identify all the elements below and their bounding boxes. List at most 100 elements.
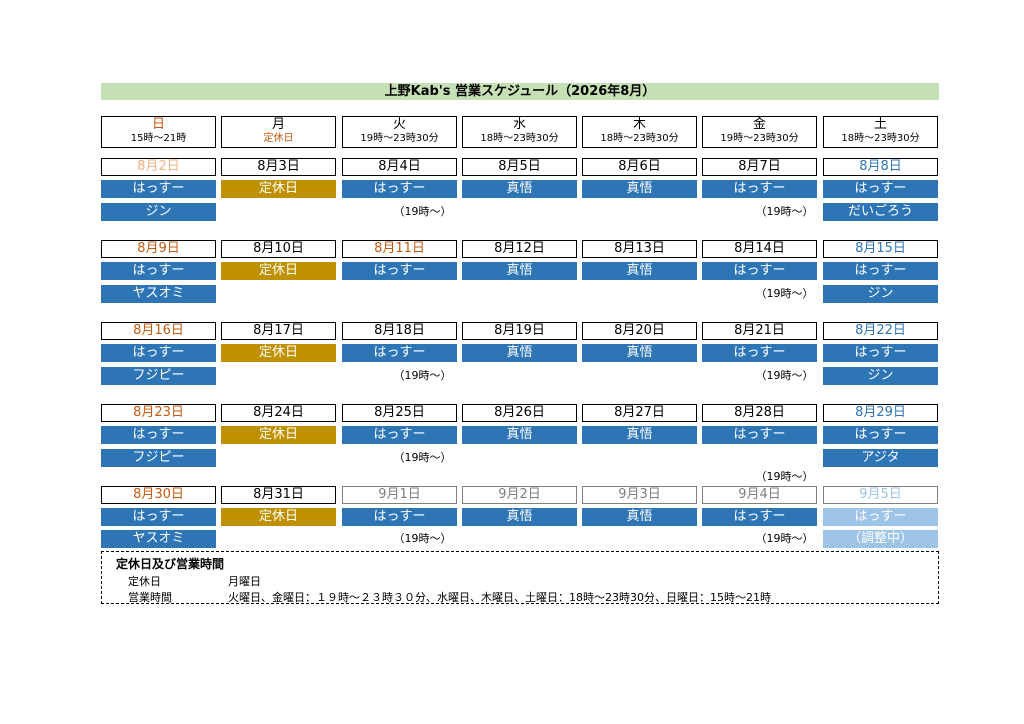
header-hours: 定休日 (263, 133, 294, 144)
date-cell: 8月31日 (221, 486, 336, 504)
sub-staff-cell: フジピー (101, 367, 216, 385)
closed-cell: 定休日 (221, 262, 336, 280)
header-saturday: 土 18時〜23時30分 (823, 116, 938, 148)
staff-cell: はっすー (823, 262, 938, 280)
staff-cell: 真悟 (462, 180, 577, 198)
staff-cell: はっすー (823, 180, 938, 198)
date-cell: 8月10日 (221, 240, 336, 258)
sub-staff-cell: アジタ (823, 449, 938, 467)
date-cell: 8月13日 (582, 240, 697, 258)
staff-cell: 真悟 (462, 508, 577, 526)
date-cell: 8月9日 (101, 240, 216, 258)
sub-staff-cell: ジン (823, 367, 938, 385)
start-time-note: （19時〜） (755, 287, 814, 300)
staff-cell: 真悟 (582, 180, 697, 198)
header-wednesday: 水 18時〜23時30分 (462, 116, 577, 148)
date-cell: 8月28日 (702, 404, 817, 422)
start-time-note: （19時〜） (393, 369, 452, 382)
staff-cell: はっすー (702, 180, 817, 198)
header-hours: 19時〜23時30分 (720, 133, 799, 144)
staff-cell: はっすー (823, 426, 938, 444)
header-thursday: 木 18時〜23時30分 (582, 116, 697, 148)
header-hours: 18時〜23時30分 (841, 133, 920, 144)
closed-label: 定休日 (128, 575, 161, 588)
closed-cell: 定休日 (221, 426, 336, 444)
date-cell: 8月3日 (221, 158, 336, 176)
date-cell: 8月12日 (462, 240, 577, 258)
staff-cell: はっすー (342, 180, 457, 198)
staff-cell: はっすー (101, 426, 216, 444)
date-cell: 8月16日 (101, 322, 216, 340)
date-cell: 8月24日 (221, 404, 336, 422)
date-cell: 8月25日 (342, 404, 457, 422)
closed-cell: 定休日 (221, 508, 336, 526)
header-sunday: 日 15時〜21時 (101, 116, 216, 148)
staff-cell: はっすー (101, 344, 216, 362)
header-hours: 19時〜23時30分 (360, 133, 439, 144)
date-cell: 8月23日 (101, 404, 216, 422)
date-cell: 8月11日 (342, 240, 457, 258)
date-cell: 8月19日 (462, 322, 577, 340)
date-cell: 8月29日 (823, 404, 938, 422)
staff-cell: はっすー (101, 262, 216, 280)
date-cell: 9月3日 (582, 486, 697, 504)
closed-cell: 定休日 (221, 344, 336, 362)
date-cell: 8月22日 (823, 322, 938, 340)
header-friday: 金 19時〜23時30分 (702, 116, 817, 148)
sub-staff-cell: ヤスオミ (101, 285, 216, 303)
closed-cell: 定休日 (221, 180, 336, 198)
date-cell: 8月7日 (702, 158, 817, 176)
staff-cell: 真悟 (462, 426, 577, 444)
page-title: 上野Kab's 営業スケジュール（2026年8月） (101, 83, 939, 100)
staff-cell: 真悟 (462, 262, 577, 280)
sub-staff-cell: だいごろう (823, 203, 938, 221)
date-cell: 8月17日 (221, 322, 336, 340)
date-cell: 8月26日 (462, 404, 577, 422)
start-time-note: （19時〜） (755, 369, 814, 382)
date-cell: 8月14日 (702, 240, 817, 258)
date-cell: 8月27日 (582, 404, 697, 422)
staff-cell: はっすー (823, 508, 938, 526)
header-day: 金 (752, 117, 766, 132)
date-cell: 9月4日 (702, 486, 817, 504)
date-cell: 8月5日 (462, 158, 577, 176)
staff-cell: 真悟 (582, 262, 697, 280)
sub-staff-cell: ジン (101, 203, 216, 221)
start-time-note: （19時〜） (755, 532, 814, 545)
header-tuesday: 火 19時〜23時30分 (342, 116, 457, 148)
staff-cell: はっすー (702, 508, 817, 526)
start-time-note: （19時〜） (393, 532, 452, 545)
start-time-note: （19時〜） (393, 205, 452, 218)
closed-value: 月曜日 (228, 575, 261, 588)
staff-cell: 真悟 (462, 344, 577, 362)
staff-cell: はっすー (702, 262, 817, 280)
header-hours: 15時〜21時 (130, 133, 187, 144)
sub-staff-cell: （調整中） (823, 530, 938, 548)
info-box: 定休日及び営業時間 定休日 月曜日 営業時間 火曜日、金曜日：１９時〜２３時３０… (101, 551, 939, 604)
staff-cell: はっすー (101, 180, 216, 198)
start-time-note: （19時〜） (755, 205, 814, 218)
date-cell: 9月5日 (823, 486, 938, 504)
date-cell: 9月2日 (462, 486, 577, 504)
date-cell: 8月8日 (823, 158, 938, 176)
date-cell: 8月18日 (342, 322, 457, 340)
date-cell: 8月15日 (823, 240, 938, 258)
hours-value: 火曜日、金曜日：１９時〜２３時３０分、水曜日、木曜日、土曜日：18時〜23時30… (228, 591, 771, 604)
start-time-note: （19時〜） (393, 451, 452, 464)
staff-cell: 真悟 (582, 426, 697, 444)
header-monday: 月定休日 (221, 116, 336, 148)
staff-cell: 真悟 (582, 344, 697, 362)
header-day: 土 (873, 117, 887, 132)
date-cell: 8月20日 (582, 322, 697, 340)
sub-staff-cell: ヤスオミ (101, 530, 216, 548)
date-cell: 8月4日 (342, 158, 457, 176)
date-cell: 8月30日 (101, 486, 216, 504)
staff-cell: はっすー (823, 344, 938, 362)
header-day: 木 (632, 117, 646, 132)
date-cell: 8月21日 (702, 322, 817, 340)
staff-cell: 真悟 (582, 508, 697, 526)
header-hours: 18時〜23時30分 (600, 133, 679, 144)
staff-cell: はっすー (702, 426, 817, 444)
date-cell: 9月1日 (342, 486, 457, 504)
date-cell: 8月2日 (101, 158, 216, 176)
